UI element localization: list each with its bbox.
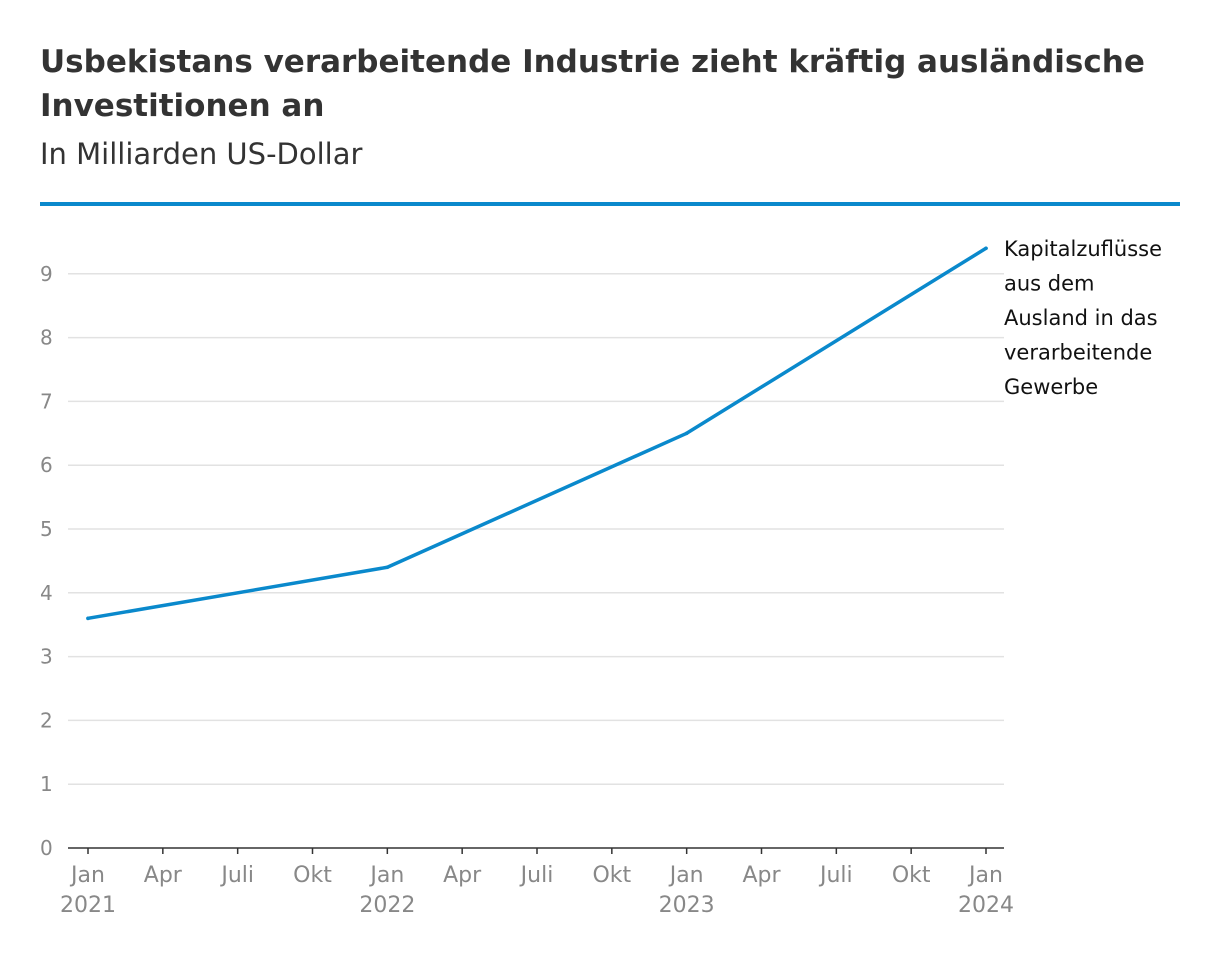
x-tick-month: Juli <box>818 863 853 888</box>
series-label-line: aus dem <box>1004 272 1095 296</box>
y-tick-label: 0 <box>40 836 53 860</box>
header-divider <box>40 202 1180 206</box>
y-tick-label: 6 <box>40 453 53 477</box>
x-tick-month: Apr <box>443 863 482 888</box>
data-point-jan-2024 <box>984 246 988 251</box>
x-tick-month: Okt <box>892 863 931 888</box>
data-point-jan-2023 <box>684 431 689 436</box>
series-label-line: Ausland in das <box>1004 306 1158 330</box>
x-tick-month: Jan <box>967 863 1003 888</box>
x-tick-month: Juli <box>519 863 554 888</box>
y-tick-label: 2 <box>40 708 53 732</box>
grid-lines <box>68 273 1004 785</box>
y-tick-label: 3 <box>40 645 53 669</box>
series-label: Kapitalzuflüsse aus dem Ausland in das vera… <box>1004 237 1162 399</box>
series-line <box>86 246 988 621</box>
series-label-line: Gewerbe <box>1004 375 1098 399</box>
y-tick-label: 1 <box>40 772 53 796</box>
y-axis-ticks: 0 1 2 3 4 5 6 7 8 9 <box>40 262 53 860</box>
x-axis-ticks: Jan 2021 Apr Juli Okt Jan 2022 Apr Juli Okt Jan 202… <box>60 848 1014 918</box>
x-tick-month: Okt <box>293 863 332 888</box>
series-label-line: verarbeitende <box>1004 341 1152 365</box>
y-tick-label: 9 <box>40 262 53 286</box>
x-tick-year: 2023 <box>659 893 715 918</box>
y-tick-label: 4 <box>40 581 53 605</box>
x-tick-month: Jan <box>668 863 704 888</box>
x-tick-month: Okt <box>592 863 631 888</box>
x-tick-month: Jan <box>368 863 404 888</box>
x-tick-year: 2021 <box>60 893 116 918</box>
y-tick-label: 8 <box>40 326 53 350</box>
data-point-jan-2022 <box>385 565 390 570</box>
data-point-jan-2021 <box>86 616 90 621</box>
chart-subtitle: In Milliarden US-Dollar <box>40 137 363 171</box>
y-tick-label: 7 <box>40 389 53 413</box>
x-tick-month: Apr <box>742 863 781 888</box>
x-tick-month: Apr <box>144 863 183 888</box>
x-tick-year: 2024 <box>958 893 1014 918</box>
x-tick-month: Jan <box>69 863 105 888</box>
series-label-line: Kapitalzuflüsse <box>1004 237 1162 261</box>
x-tick-year: 2022 <box>359 893 415 918</box>
series-layer <box>86 246 988 621</box>
y-tick-label: 5 <box>40 517 53 541</box>
x-tick-month: Juli <box>219 863 254 888</box>
chart-title: Usbekistans verarbeitende Industrie zieh… <box>40 44 1145 124</box>
